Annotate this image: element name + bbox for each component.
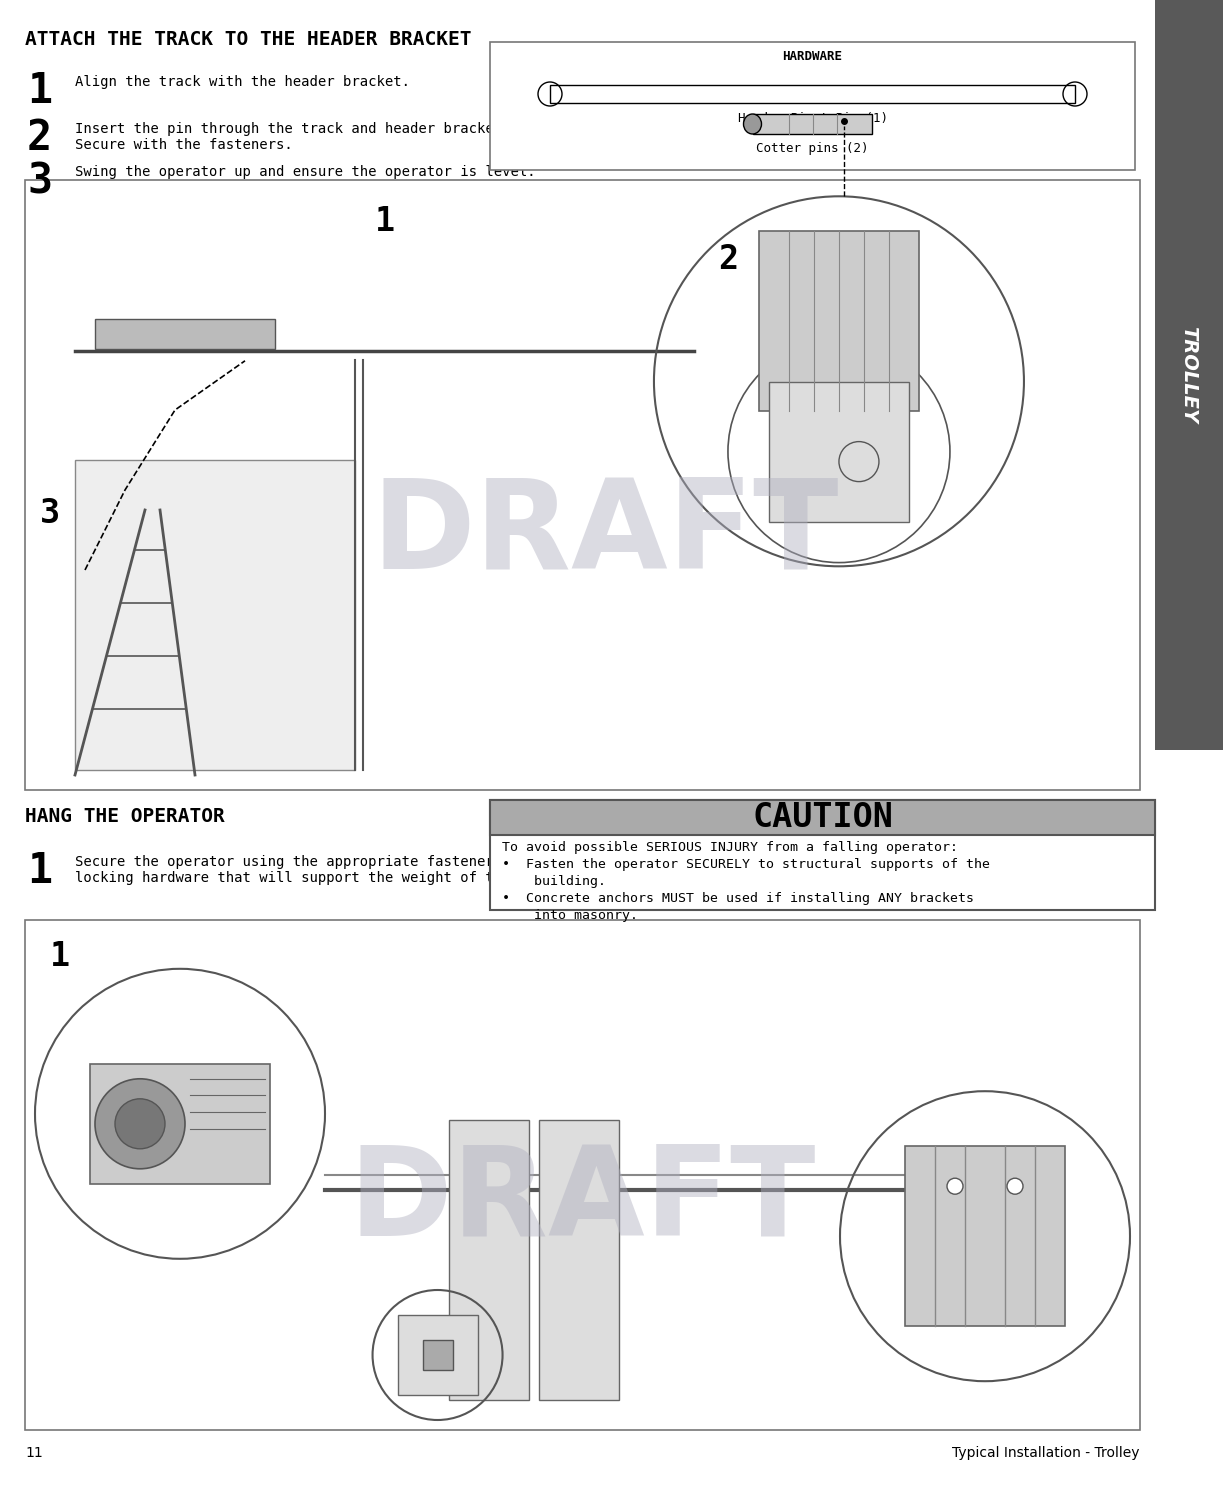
Text: Typical Installation - Trolley: Typical Installation - Trolley <box>953 1446 1140 1460</box>
Bar <box>769 382 909 521</box>
Text: CAUTION: CAUTION <box>752 800 893 835</box>
Circle shape <box>95 1078 185 1169</box>
Text: TROLLEY: TROLLEY <box>1179 327 1199 423</box>
Text: 3: 3 <box>27 160 53 202</box>
Bar <box>1155 0 1223 750</box>
Text: DRAFT: DRAFT <box>349 1140 816 1261</box>
Text: Align the track with the header bracket.: Align the track with the header bracket. <box>75 76 410 89</box>
Bar <box>95 319 275 349</box>
Text: Header Pivot Pin (1): Header Pivot Pin (1) <box>737 111 888 125</box>
Bar <box>24 180 1140 790</box>
Circle shape <box>947 1178 963 1194</box>
Text: To avoid possible SERIOUS INJURY from a falling operator:
•  Fasten the operator: To avoid possible SERIOUS INJURY from a … <box>501 841 989 922</box>
Text: HANG THE OPERATOR: HANG THE OPERATOR <box>24 806 225 826</box>
Bar <box>490 800 1155 835</box>
Bar <box>759 232 918 411</box>
Bar <box>490 800 1155 910</box>
Text: 2: 2 <box>27 117 53 159</box>
Text: 1: 1 <box>375 205 395 238</box>
Bar <box>423 1339 453 1371</box>
Bar <box>397 1316 477 1394</box>
Text: Secure the operator using the appropriate fasteners and
locking hardware that wi: Secure the operator using the appropriat… <box>75 855 594 885</box>
Text: HARDWARE: HARDWARE <box>783 50 843 62</box>
Bar <box>449 1120 528 1400</box>
Bar <box>538 1120 619 1400</box>
Bar <box>905 1146 1065 1326</box>
Text: 1: 1 <box>50 940 70 973</box>
Text: Insert the pin through the track and header bracket holes.
Secure with the faste: Insert the pin through the track and hea… <box>75 122 561 151</box>
Text: 11: 11 <box>24 1446 43 1460</box>
Ellipse shape <box>744 114 762 134</box>
Bar <box>24 921 1140 1430</box>
Text: 2: 2 <box>718 242 737 276</box>
Text: 3: 3 <box>40 497 60 530</box>
Text: DRAFT: DRAFT <box>371 474 839 594</box>
Bar <box>91 1063 270 1184</box>
Text: Swing the operator up and ensure the operator is level.: Swing the operator up and ensure the ope… <box>75 165 536 180</box>
Text: Cotter pins (2): Cotter pins (2) <box>756 143 868 154</box>
Bar <box>75 460 355 771</box>
Bar <box>550 85 1075 102</box>
Text: 1: 1 <box>27 70 53 111</box>
Bar <box>490 42 1135 169</box>
Circle shape <box>115 1099 165 1149</box>
Text: 1: 1 <box>27 849 53 892</box>
Circle shape <box>1007 1178 1022 1194</box>
Bar <box>752 114 872 134</box>
Text: ATTACH THE TRACK TO THE HEADER BRACKET: ATTACH THE TRACK TO THE HEADER BRACKET <box>24 30 472 49</box>
